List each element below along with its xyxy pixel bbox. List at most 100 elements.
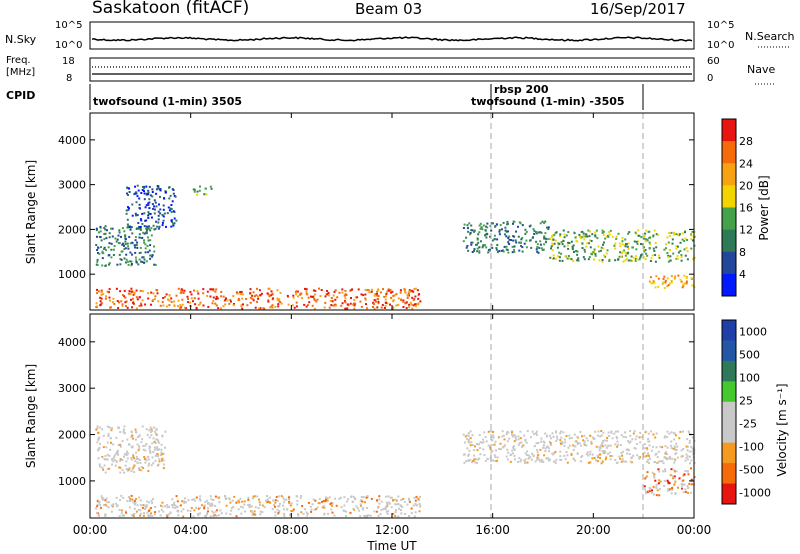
data-cell: [153, 245, 155, 248]
data-cell: [482, 224, 485, 227]
data-cell: [482, 244, 485, 247]
data-cell: [501, 430, 504, 433]
data-cell: [123, 289, 126, 292]
data-cell: [169, 194, 172, 197]
data-cell: [199, 506, 202, 509]
colorbar-tick-label: 100: [739, 372, 760, 385]
data-cell: [149, 257, 152, 260]
data-cell: [251, 294, 254, 297]
data-cell: [130, 298, 132, 301]
data-cell: [550, 437, 552, 440]
data-cell: [349, 511, 352, 514]
data-cell: [629, 430, 632, 432]
data-cell: [269, 306, 272, 309]
data-cell: [567, 255, 570, 257]
data-cell: [207, 510, 209, 513]
data-cell: [324, 295, 327, 298]
data-cell: [210, 187, 213, 190]
data-cell: [540, 231, 543, 234]
data-cell: [135, 228, 138, 230]
data-cell: [125, 460, 128, 463]
data-cell: [283, 514, 286, 517]
data-cell: [621, 252, 623, 255]
data-cell: [96, 441, 99, 444]
data-cell: [240, 290, 243, 293]
data-cell: [177, 510, 180, 513]
data-cell: [113, 459, 116, 461]
data-cell: [99, 503, 102, 506]
data-cell: [134, 212, 137, 215]
data-cell: [268, 496, 271, 499]
data-cell: [563, 245, 566, 248]
data-cell: [124, 464, 127, 467]
data-cell: [560, 241, 563, 244]
data-cell: [223, 299, 226, 302]
data-cell: [511, 245, 514, 248]
data-cell: [336, 296, 339, 299]
data-cell: [239, 291, 242, 293]
data-cell: [675, 442, 678, 445]
data-cell: [376, 290, 379, 293]
data-cell: [159, 195, 161, 198]
data-cell: [409, 301, 412, 304]
data-cell: [124, 235, 127, 238]
data-cell: [674, 446, 677, 449]
data-cell: [176, 500, 179, 503]
data-cell: [642, 452, 645, 455]
data-cell: [138, 296, 141, 299]
data-cell: [630, 461, 633, 464]
data-cell: [195, 506, 198, 509]
data-cell: [645, 229, 648, 232]
data-cell: [109, 437, 112, 440]
data-cell: [578, 442, 581, 445]
data-cell: [290, 510, 293, 512]
data-cell: [120, 494, 123, 497]
data-cell: [688, 450, 691, 453]
data-cell: [476, 250, 479, 253]
data-cell: [354, 302, 357, 305]
data-cell: [143, 190, 145, 193]
data-cell: [125, 300, 128, 303]
freq-right-tick-top: 60: [707, 56, 720, 67]
data-cell: [664, 435, 667, 438]
data-cell: [414, 303, 416, 306]
data-cell: [601, 450, 604, 453]
data-cell: [670, 280, 673, 283]
data-cell: [467, 459, 470, 462]
data-cell: [134, 501, 137, 504]
data-cell: [115, 461, 118, 463]
data-cell: [307, 501, 310, 504]
data-cell: [499, 442, 502, 445]
data-cell: [657, 450, 660, 453]
data-cell: [551, 234, 554, 237]
data-cell: [408, 499, 411, 502]
data-cell: [664, 279, 667, 282]
data-cell: [386, 503, 389, 506]
data-cell: [225, 504, 228, 507]
data-cell: [161, 457, 164, 460]
data-cell: [165, 514, 168, 516]
data-cell: [670, 444, 672, 447]
data-cell: [352, 303, 355, 306]
data-cell: [123, 455, 125, 458]
data-cell: [524, 458, 527, 461]
data-cell: [672, 477, 675, 480]
data-cell: [199, 302, 202, 305]
data-cell: [153, 440, 156, 443]
data-cell: [673, 483, 676, 486]
data-cell: [97, 252, 99, 254]
data-cell: [110, 504, 113, 507]
data-cell: [657, 277, 660, 280]
data-cell: [582, 232, 585, 235]
data-cell: [193, 190, 196, 193]
data-cell: [119, 443, 122, 446]
data-cell: [375, 510, 378, 513]
xtick-label: 08:00: [274, 523, 309, 537]
data-cell: [587, 242, 590, 245]
data-cell: [184, 306, 187, 309]
colorbar-tick-label: 25: [739, 395, 753, 408]
data-cell: [216, 509, 218, 512]
data-cell: [196, 193, 199, 196]
data-cell: [465, 246, 468, 249]
data-cell: [653, 229, 656, 232]
